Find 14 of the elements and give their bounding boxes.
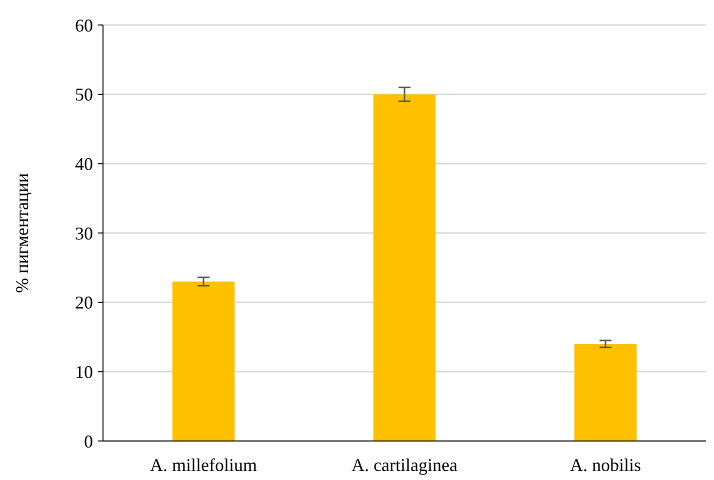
y-tick-label: 30 bbox=[75, 223, 93, 244]
bar bbox=[373, 94, 436, 441]
y-tick-label: 10 bbox=[75, 362, 93, 382]
bar bbox=[574, 344, 637, 441]
x-tick-label: A. cartilaginea bbox=[352, 455, 458, 475]
x-tick-label: A. nobilis bbox=[570, 455, 642, 475]
bar bbox=[172, 282, 235, 441]
x-tick-label: A. millefolium bbox=[150, 455, 257, 475]
y-tick-label: 40 bbox=[75, 154, 93, 174]
y-tick-label: 20 bbox=[75, 292, 93, 313]
y-tick-label: 0 bbox=[84, 431, 93, 452]
y-tick-label: 50 bbox=[75, 84, 93, 105]
y-tick-label: 60 bbox=[75, 15, 93, 36]
y-axis-title: % пигментации bbox=[12, 172, 32, 293]
